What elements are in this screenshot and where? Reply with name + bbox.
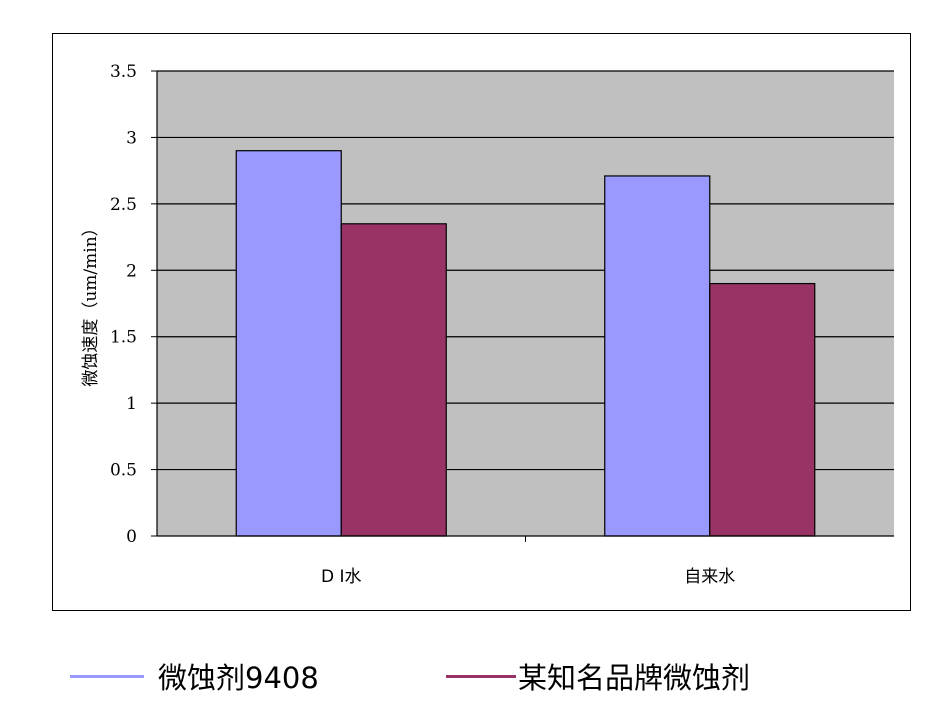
y-axis-label: 微蚀速度（um/min） bbox=[81, 219, 101, 386]
axes bbox=[151, 70, 894, 542]
y-tick-label: 3.5 bbox=[110, 62, 137, 82]
y-tick-label: 1 bbox=[126, 394, 137, 414]
bar-series-1-1 bbox=[235, 150, 342, 537]
bar-series-2-1 bbox=[340, 223, 447, 537]
legend-label-series-2: 某知名品牌微蚀剂 bbox=[518, 661, 751, 695]
y-tick-label: 1.5 bbox=[110, 328, 137, 348]
y-tick-label: 2 bbox=[126, 261, 137, 281]
legend-item-series-2: 某知名品牌微蚀剂 bbox=[446, 652, 750, 700]
legend-swatch-series-2 bbox=[446, 674, 516, 678]
y-tick-label: 3 bbox=[126, 128, 137, 148]
legend-label-series-1: 微蚀剂9408 bbox=[158, 661, 319, 695]
y-tick-label: 2.5 bbox=[110, 195, 137, 215]
bar-series-1-2 bbox=[604, 175, 711, 537]
y-tick-label: 0 bbox=[126, 527, 137, 547]
y-tick-labels: 0 0.5 1 1.5 2 2.5 3 3.5 bbox=[110, 62, 137, 547]
legend-swatch-series-1 bbox=[70, 674, 144, 678]
bar-series-2-2 bbox=[709, 282, 816, 537]
x-tick-label: D I水 bbox=[321, 567, 362, 587]
y-tick-label: 0.5 bbox=[110, 461, 137, 481]
x-tick-label: 自来水 bbox=[684, 567, 735, 587]
x-tick-labels: D I水 自来水 bbox=[321, 567, 735, 587]
legend-item-series-1: 微蚀剂9408 bbox=[70, 652, 319, 700]
